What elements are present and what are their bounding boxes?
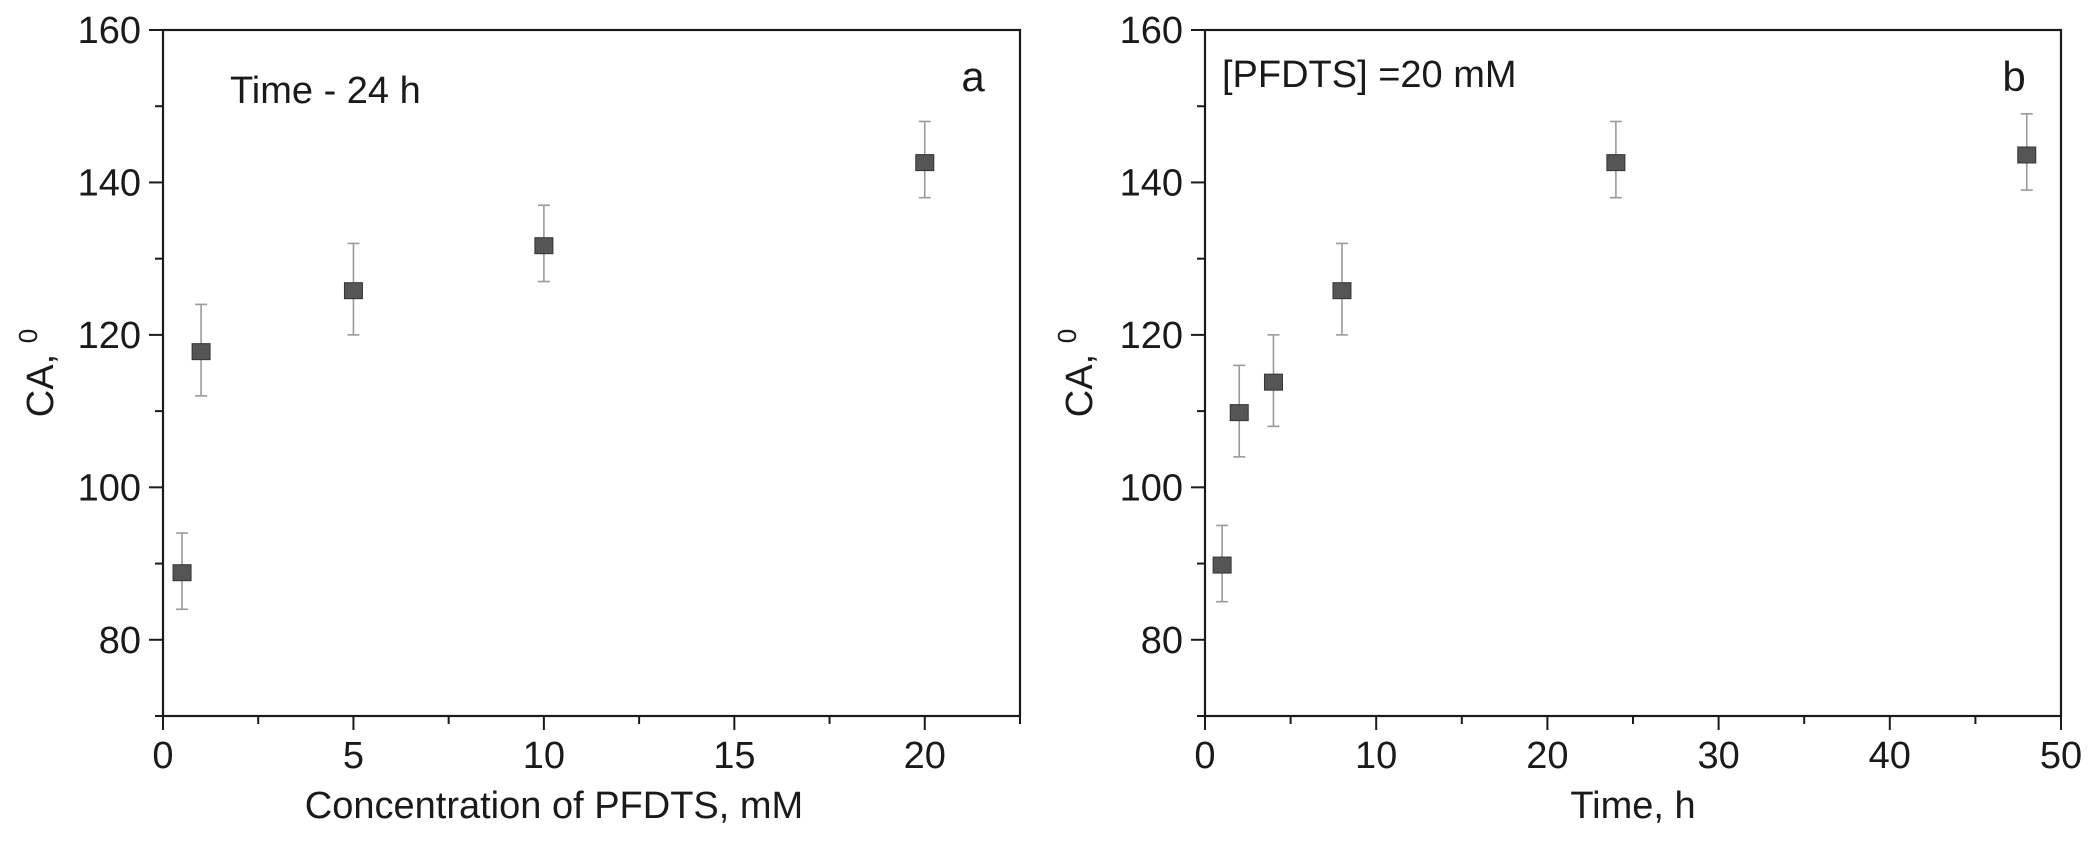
panel-a: 0 5 10 15 20 80 100 120 140 160 Time - 24 h a Con…: [13, 10, 1022, 827]
panel-a-x-tick-label: 5: [343, 735, 364, 777]
panel-b-x-tick-label: 0: [1194, 735, 1215, 777]
panel-b-letter: b: [2002, 53, 2025, 100]
panel-b: 0 10 20 30 40 50 80 100 120 140 160 [PFDTS] =20 mM…: [1052, 10, 2082, 827]
panel-a-error-bars: [176, 120, 931, 611]
panel-a-data-point: [343, 282, 363, 300]
panel-b-x-tick-label: 30: [1697, 735, 1739, 777]
panel-a-y-tick-label: 160: [78, 10, 141, 52]
panel-a-x-tick-label: 0: [152, 735, 173, 777]
panel-b-data-point: [1263, 373, 1283, 391]
panel-b-y-tick-label: 120: [1120, 315, 1183, 357]
panel-a-x-tick-label: 15: [713, 735, 755, 777]
panel-a-y-tick-label: 80: [99, 620, 141, 662]
panel-a-y-axis-superscript: 0: [13, 329, 43, 343]
panel-a-annotation: Time - 24 h: [230, 70, 421, 112]
panel-b-y-tick-label: 140: [1120, 162, 1183, 204]
panel-a-data-point: [172, 564, 192, 582]
panel-a-data-point: [915, 154, 935, 172]
panel-a-x-tick-label: 10: [523, 735, 565, 777]
panel-a-x-axis-title: Concentration of PFDTS, mM: [305, 785, 803, 827]
panel-b-tick-labels: 0 10 20 30 40 50 80 100 120 140 160: [1120, 10, 2083, 777]
panel-b-plot-frame: [1203, 28, 2063, 718]
panel-b-x-tick-label: 50: [2040, 735, 2082, 777]
panel-a-markers: [172, 154, 935, 582]
panel-b-data-point: [1212, 556, 1232, 574]
panel-a-ticks: [149, 29, 1021, 730]
panel-b-x-axis-title: Time, h: [1570, 785, 1695, 827]
panel-b-data-point: [1332, 282, 1352, 300]
panel-a-y-tick-label: 100: [78, 467, 141, 509]
panel-a-plot-frame: [161, 28, 1022, 718]
panel-b-y-tick-label: 160: [1120, 10, 1183, 52]
panel-b-x-tick-label: 10: [1355, 735, 1397, 777]
panel-b-x-tick-label: 40: [1869, 735, 1911, 777]
panel-b-error-bars: [1216, 113, 2033, 603]
panel-b-y-axis-title: CA, 0: [1052, 329, 1101, 417]
panel-a-tick-labels: 0 5 10 15 20 80 100 120 140 160: [78, 10, 946, 777]
panel-b-x-tick-label: 20: [1526, 735, 1568, 777]
panel-a-data-point: [191, 343, 211, 361]
panel-a-y-tick-label: 140: [78, 162, 141, 204]
panel-a-data-point: [534, 237, 554, 255]
panel-b-data-point: [2017, 146, 2037, 164]
panel-b-data-point: [1606, 154, 1626, 172]
panel-b-annotation: [PFDTS] =20 mM: [1222, 54, 1517, 96]
panel-b-markers: [1212, 146, 2037, 574]
panel-a-y-tick-label: 120: [78, 315, 141, 357]
panel-a-x-tick-label: 20: [904, 735, 946, 777]
panel-b-y-axis-superscript: 0: [1052, 329, 1082, 343]
panel-b-y-tick-label: 100: [1120, 467, 1183, 509]
panel-a-letter: a: [961, 53, 985, 100]
panel-b-y-tick-label: 80: [1141, 620, 1183, 662]
panel-a-y-axis-title: CA, 0: [13, 329, 62, 417]
panel-b-data-point: [1229, 404, 1249, 422]
panel-b-ticks: [1191, 29, 2062, 730]
